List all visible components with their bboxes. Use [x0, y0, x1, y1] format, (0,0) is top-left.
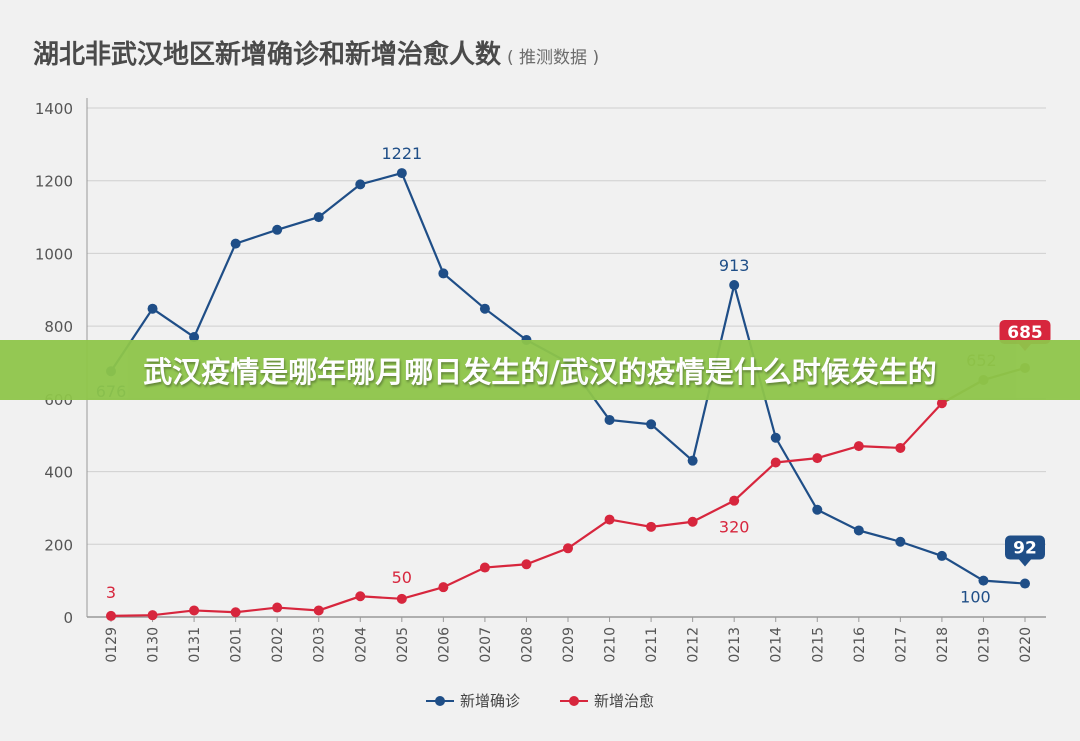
x-tick-label-0131: 0131: [187, 627, 203, 663]
data-point-s0-0207: [479, 303, 490, 314]
data-point-s0-0130: [147, 303, 158, 314]
data-point-s0-0131: [189, 332, 200, 343]
legend-swatch-confirmed: [425, 695, 454, 707]
legend-label-cured: 新增治愈: [594, 692, 655, 710]
badge-label-s0: 92: [1013, 539, 1037, 559]
x-tick-label-0220: 0220: [1018, 627, 1034, 663]
chart-title: 湖北非武汉地区新增确诊和新增治愈人数( 推测数据 ): [33, 34, 599, 71]
x-tick-label-0211: 0211: [644, 627, 660, 663]
data-point-s1-0208: [521, 559, 532, 570]
data-point-s0-0210: [604, 414, 615, 425]
data-point-s0-0206: [438, 268, 449, 279]
x-tick-label-0208: 0208: [519, 627, 535, 663]
data-point-s1-0217: [895, 442, 906, 453]
x-tick-label-0217: 0217: [893, 627, 909, 663]
data-point-s1-0205: [396, 593, 407, 604]
x-tick-label-0204: 0204: [353, 627, 369, 663]
x-tick-label-0130: 0130: [146, 627, 162, 663]
chart-subtitle: ( 推测数据 ): [507, 48, 600, 68]
data-point-s0-0205: [396, 168, 407, 179]
data-point-s1-0202: [272, 602, 283, 613]
data-point-s0-0219: [978, 575, 989, 586]
x-tick-label-0206: 0206: [436, 627, 452, 663]
chart-legend: 新增确诊 新增治愈: [0, 690, 1080, 711]
data-label-s0-0205: 1221: [381, 144, 422, 163]
data-point-s1-0130: [147, 610, 158, 621]
badge-pointer-s0: [1019, 559, 1031, 567]
x-tick-label-0129: 0129: [104, 627, 120, 663]
data-point-s0-0204: [355, 179, 366, 190]
data-point-s0-0216: [853, 525, 864, 536]
data-point-s0-0220: [1020, 578, 1030, 589]
x-tick-label-0215: 0215: [810, 627, 826, 663]
x-tick-label-0202: 0202: [270, 627, 286, 663]
data-point-s1-0218: [936, 398, 947, 409]
chart-title-text: 湖北非武汉地区新增确诊和新增治愈人数: [33, 40, 502, 70]
data-point-s0-0212: [687, 455, 698, 466]
data-label-s1-0205: 50: [392, 568, 412, 587]
y-tick-label-1000: 1000: [35, 245, 73, 263]
badge-label-s1: 685: [1007, 323, 1043, 343]
data-point-s1-0215: [812, 453, 823, 464]
data-point-s0-0201: [230, 238, 241, 249]
y-tick-label-400: 400: [44, 464, 73, 482]
x-tick-label-0210: 0210: [603, 627, 619, 663]
x-tick-label-0219: 0219: [976, 627, 992, 663]
data-label-s1-0129: 3: [106, 583, 116, 602]
data-point-s0-0218: [936, 550, 947, 561]
data-point-s1-0204: [355, 591, 366, 602]
data-point-s1-0129: [106, 610, 116, 621]
data-point-s0-0213: [729, 280, 740, 291]
y-tick-label-1200: 1200: [35, 173, 73, 191]
x-tick-label-0214: 0214: [769, 627, 785, 663]
data-point-s1-0213: [729, 495, 740, 506]
legend-item-cured[interactable]: 新增治愈: [560, 690, 654, 711]
x-tick-label-0218: 0218: [935, 627, 951, 663]
data-label-s1-0213: 320: [719, 518, 750, 537]
y-tick-label-1400: 1400: [35, 100, 73, 118]
y-tick-label-0: 0: [63, 609, 73, 627]
y-tick-label-200: 200: [44, 536, 73, 554]
data-point-s1-0131: [189, 605, 200, 616]
legend-item-confirmed[interactable]: 新增确诊: [425, 690, 520, 711]
data-point-s1-0209: [563, 543, 573, 554]
badge-box-s0: [1005, 535, 1045, 560]
x-tick-label-0203: 0203: [312, 627, 328, 663]
x-tick-label-0201: 0201: [229, 627, 245, 663]
legend-swatch-cured: [560, 695, 588, 707]
data-point-s0-0215: [812, 504, 823, 515]
badge-box-s1: [999, 319, 1051, 344]
data-point-s1-0203: [313, 605, 324, 616]
data-point-s1-0212: [687, 516, 698, 527]
y-tick-label-800: 800: [44, 318, 73, 336]
series-line-1: [110, 378, 984, 618]
data-point-s0-0217: [895, 536, 906, 547]
x-tick-label-0216: 0216: [852, 627, 868, 663]
x-tick-label-0207: 0207: [478, 627, 494, 663]
legend-label-confirmed: 新增确诊: [459, 692, 520, 710]
x-tick-label-0209: 0209: [561, 627, 577, 663]
data-point-s1-0207: [479, 562, 490, 573]
data-point-s0-0211: [646, 419, 657, 430]
data-point-s1-0211: [646, 521, 657, 532]
data-point-s1-0206: [438, 582, 449, 593]
x-tick-label-0205: 0205: [395, 627, 411, 663]
x-tick-label-0213: 0213: [727, 627, 743, 663]
data-point-s1-0216: [853, 441, 864, 452]
banner-text: 武汉疫情是哪年哪月哪日发生的/武汉的疫情是什么时候发生的: [143, 355, 937, 389]
data-point-s0-0202: [272, 224, 283, 235]
data-label-s0-0213: 913: [719, 256, 750, 275]
data-label-s0-0219: 100: [960, 588, 991, 607]
x-tick-label-0212: 0212: [686, 627, 702, 663]
data-point-s1-0201: [230, 607, 241, 618]
data-point-s0-0214: [770, 432, 781, 443]
data-point-s1-0210: [604, 514, 615, 525]
data-point-s0-0203: [313, 212, 324, 223]
overlay-banner: 武汉疫情是哪年哪月哪日发生的/武汉的疫情是什么时候发生的: [0, 340, 1080, 400]
data-point-s1-0214: [770, 457, 781, 468]
